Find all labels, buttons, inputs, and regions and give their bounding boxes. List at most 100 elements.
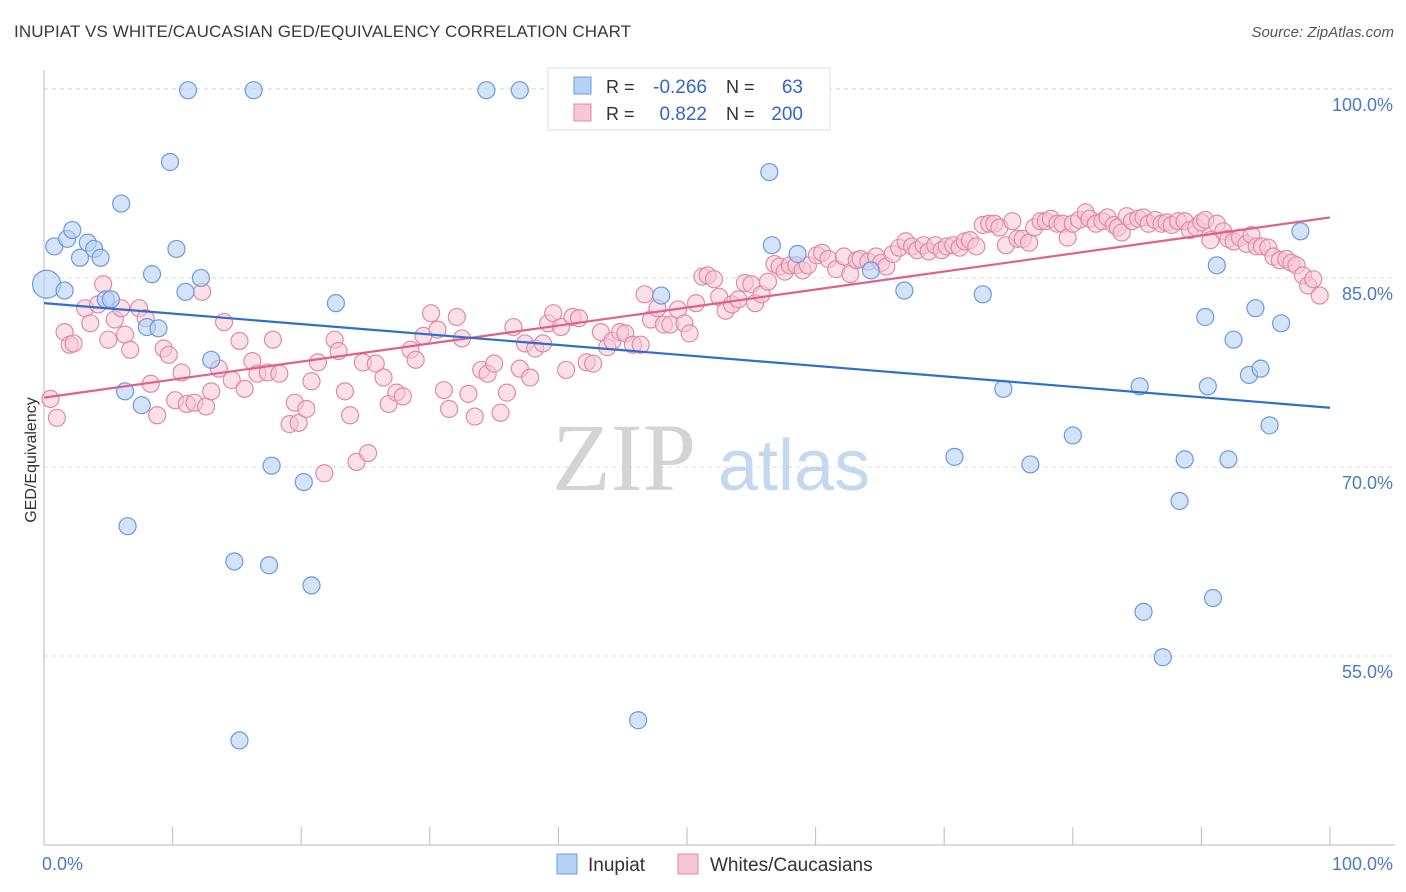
point-whites [374, 368, 393, 387]
point-whites [465, 407, 484, 426]
point-whites [631, 335, 650, 354]
point-whites [1304, 270, 1323, 289]
legend-stats-r-value: -0.266 [653, 77, 707, 98]
trend-lines [43, 216, 1331, 409]
point-inupiat [149, 319, 168, 338]
legend-stats-r-label: R = [606, 104, 635, 124]
point-inupiat [1203, 588, 1223, 608]
point-whites [544, 304, 563, 323]
y-axis-title: GED/Equivalency [23, 397, 40, 522]
point-whites [704, 270, 724, 289]
point-inupiat [760, 162, 779, 182]
point-whites [41, 389, 60, 409]
point-inupiat [230, 731, 249, 750]
point-inupiat [91, 248, 110, 267]
point-whites [94, 275, 113, 294]
point-whites [308, 353, 328, 372]
legend-stats-n-label: N = [726, 104, 755, 124]
point-whites [302, 372, 321, 391]
y-tick-label: 100.0% [1332, 95, 1393, 115]
point-inupiat [1219, 450, 1238, 469]
point-whites [297, 399, 316, 419]
point-whites [967, 237, 986, 256]
point-whites [1003, 212, 1022, 231]
legend-whites-swatch [677, 853, 699, 875]
point-inupiat [1170, 491, 1189, 511]
x-tick-labels: 0.0% 100.0% [42, 854, 1393, 874]
point-inupiat [176, 282, 195, 301]
point-whites [270, 364, 289, 383]
point-inupiat [132, 396, 151, 415]
legend-stats-n-label: N = [726, 77, 755, 97]
point-whites [521, 368, 540, 387]
point-whites [235, 379, 254, 398]
legend-inupiat-label: Inupiat [588, 855, 646, 876]
point-inupiat [1224, 330, 1243, 349]
point-inupiat [294, 472, 313, 492]
point-whites [584, 354, 603, 373]
point-inupiat [302, 576, 321, 595]
point-inupiat [861, 261, 880, 280]
point-whites [447, 307, 466, 327]
point-inupiat [1130, 377, 1149, 396]
trend-line-inupiat [43, 302, 1331, 409]
point-whites [148, 406, 167, 425]
point-whites [497, 383, 517, 402]
watermark-atlas: atlas [718, 426, 870, 506]
point-whites [1019, 233, 1039, 252]
point-inupiat [973, 285, 992, 304]
watermark-zip: ZIP [552, 404, 696, 511]
point-inupiat [118, 517, 137, 536]
point-whites [434, 380, 454, 400]
point-whites [393, 387, 412, 406]
point-inupiat [652, 286, 671, 305]
x-tick-label: 0.0% [42, 854, 83, 874]
point-whites [1310, 286, 1329, 305]
legend-stats-whites-swatch [573, 103, 592, 122]
y-tick-label: 85.0% [1342, 284, 1393, 304]
point-whites [439, 399, 459, 419]
point-inupiat [994, 379, 1013, 398]
point-inupiat [1063, 426, 1082, 445]
point-whites [315, 464, 334, 483]
point-inupiat [70, 248, 90, 267]
point-inupiat [1021, 455, 1040, 474]
gridlines [44, 88, 1395, 657]
point-inupiat [788, 244, 807, 264]
legend-stats-inupiat-swatch [573, 76, 592, 95]
point-whites [1112, 223, 1131, 242]
y-tick-label: 55.0% [1342, 662, 1393, 682]
point-whites [366, 354, 385, 373]
point-whites [491, 403, 510, 422]
point-inupiat [259, 556, 279, 575]
point-inupiat [477, 81, 496, 100]
point-whites [263, 330, 283, 349]
point-inupiat [1175, 450, 1194, 469]
x-tick-label: 100.0% [1332, 854, 1393, 874]
point-whites [202, 382, 221, 401]
point-whites [485, 354, 504, 373]
point-inupiat [629, 711, 648, 730]
point-inupiat [112, 194, 131, 213]
point-inupiat [1246, 299, 1265, 318]
source-credit: Source: ZipAtlas.com [1251, 24, 1394, 41]
point-inupiat [160, 152, 180, 172]
point-whites [758, 272, 778, 291]
point-whites [459, 384, 478, 403]
point-inupiat [178, 81, 198, 100]
point-whites [358, 443, 378, 463]
point-inupiat [762, 236, 781, 255]
point-whites [340, 406, 360, 425]
trend-line-whites [43, 216, 1331, 399]
axes [43, 70, 1395, 846]
point-inupiat [1260, 416, 1279, 435]
point-inupiat [167, 239, 186, 259]
point-whites [557, 360, 576, 380]
point-whites [230, 331, 249, 351]
legend-stats-r-value: 0.822 [659, 104, 707, 125]
point-inupiat [202, 350, 221, 369]
point-inupiat [225, 552, 244, 571]
point-whites [335, 382, 355, 401]
point-inupiat [510, 81, 529, 100]
